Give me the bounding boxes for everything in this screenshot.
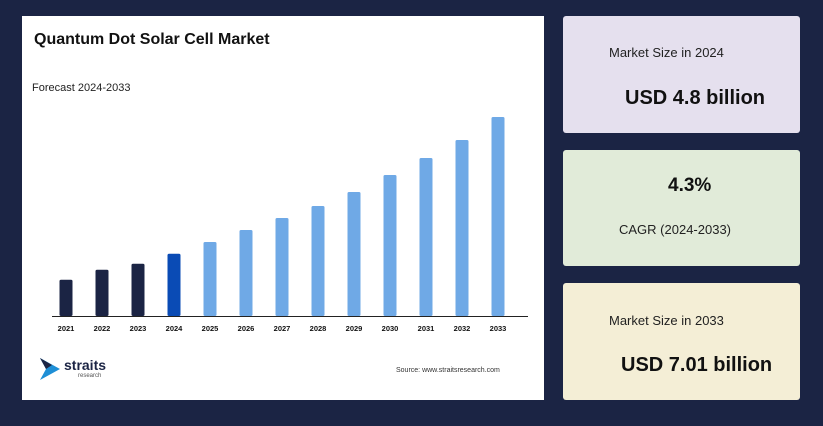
cagr-label: CAGR (2024-2033) [619,222,731,237]
bar-chart: 2021 2022 2023 2024 2025 2026 2027 2028 2029 2030… [52,117,528,333]
straits-logo-icon [40,358,60,380]
x-tick-label-2029: 2029 [346,324,363,333]
x-tick-label-2028: 2028 [310,324,327,333]
chart-title: Quantum Dot Solar Cell Market [34,31,270,48]
x-tick-label-2030: 2030 [382,324,399,333]
bar-2023 [131,263,145,316]
bar-2021 [59,279,73,316]
x-tick-label-2031: 2031 [418,324,435,333]
bar-2028 [311,206,325,316]
bar-2030 [383,175,397,316]
bar-2031 [419,158,433,316]
x-tick-label-2023: 2023 [130,324,147,333]
x-tick-label-2026: 2026 [238,324,255,333]
x-tick-label-2022: 2022 [94,324,111,333]
market-size-2024-value: USD 4.8 billion [625,87,766,109]
market-size-2033-value: USD 7.01 billion [621,354,773,376]
bar-2032 [455,140,469,316]
cagr-card: 4.3% CAGR (2024-2033) [563,150,800,266]
logo-name: straits [64,357,107,373]
market-size-2033-card: Market Size in 2033 USD 7.01 billion [563,283,800,400]
bar-2022 [95,269,109,316]
straits-logo: straits research [40,356,120,386]
source-note: Source: www.straitsresearch.com [396,367,500,374]
x-tick-label-2027: 2027 [274,324,291,333]
bar-2024 [167,253,181,316]
market-size-2024-card: Market Size in 2024 USD 4.8 billion [563,16,800,133]
bar-2033 [491,117,505,316]
x-tick-label-2032: 2032 [454,324,471,333]
market-size-2033-label: Market Size in 2033 [609,313,724,328]
chart-panel: Quantum Dot Solar Cell Market Forecast 2… [22,16,544,400]
bar-2025 [203,242,217,316]
logo-subtext: research [78,373,102,379]
x-tick-label-2021: 2021 [58,324,75,333]
cagr-value: 4.3% [668,175,712,196]
x-tick-label-2024: 2024 [166,324,184,333]
x-tick-label-2025: 2025 [202,324,219,333]
bar-2027 [275,218,289,316]
bar-2029 [347,192,361,316]
x-tick-label-2033: 2033 [490,324,507,333]
market-size-2024-label: Market Size in 2024 [609,45,724,60]
chart-subtitle: Forecast 2024-2033 [32,82,131,94]
bar-2026 [239,230,253,316]
